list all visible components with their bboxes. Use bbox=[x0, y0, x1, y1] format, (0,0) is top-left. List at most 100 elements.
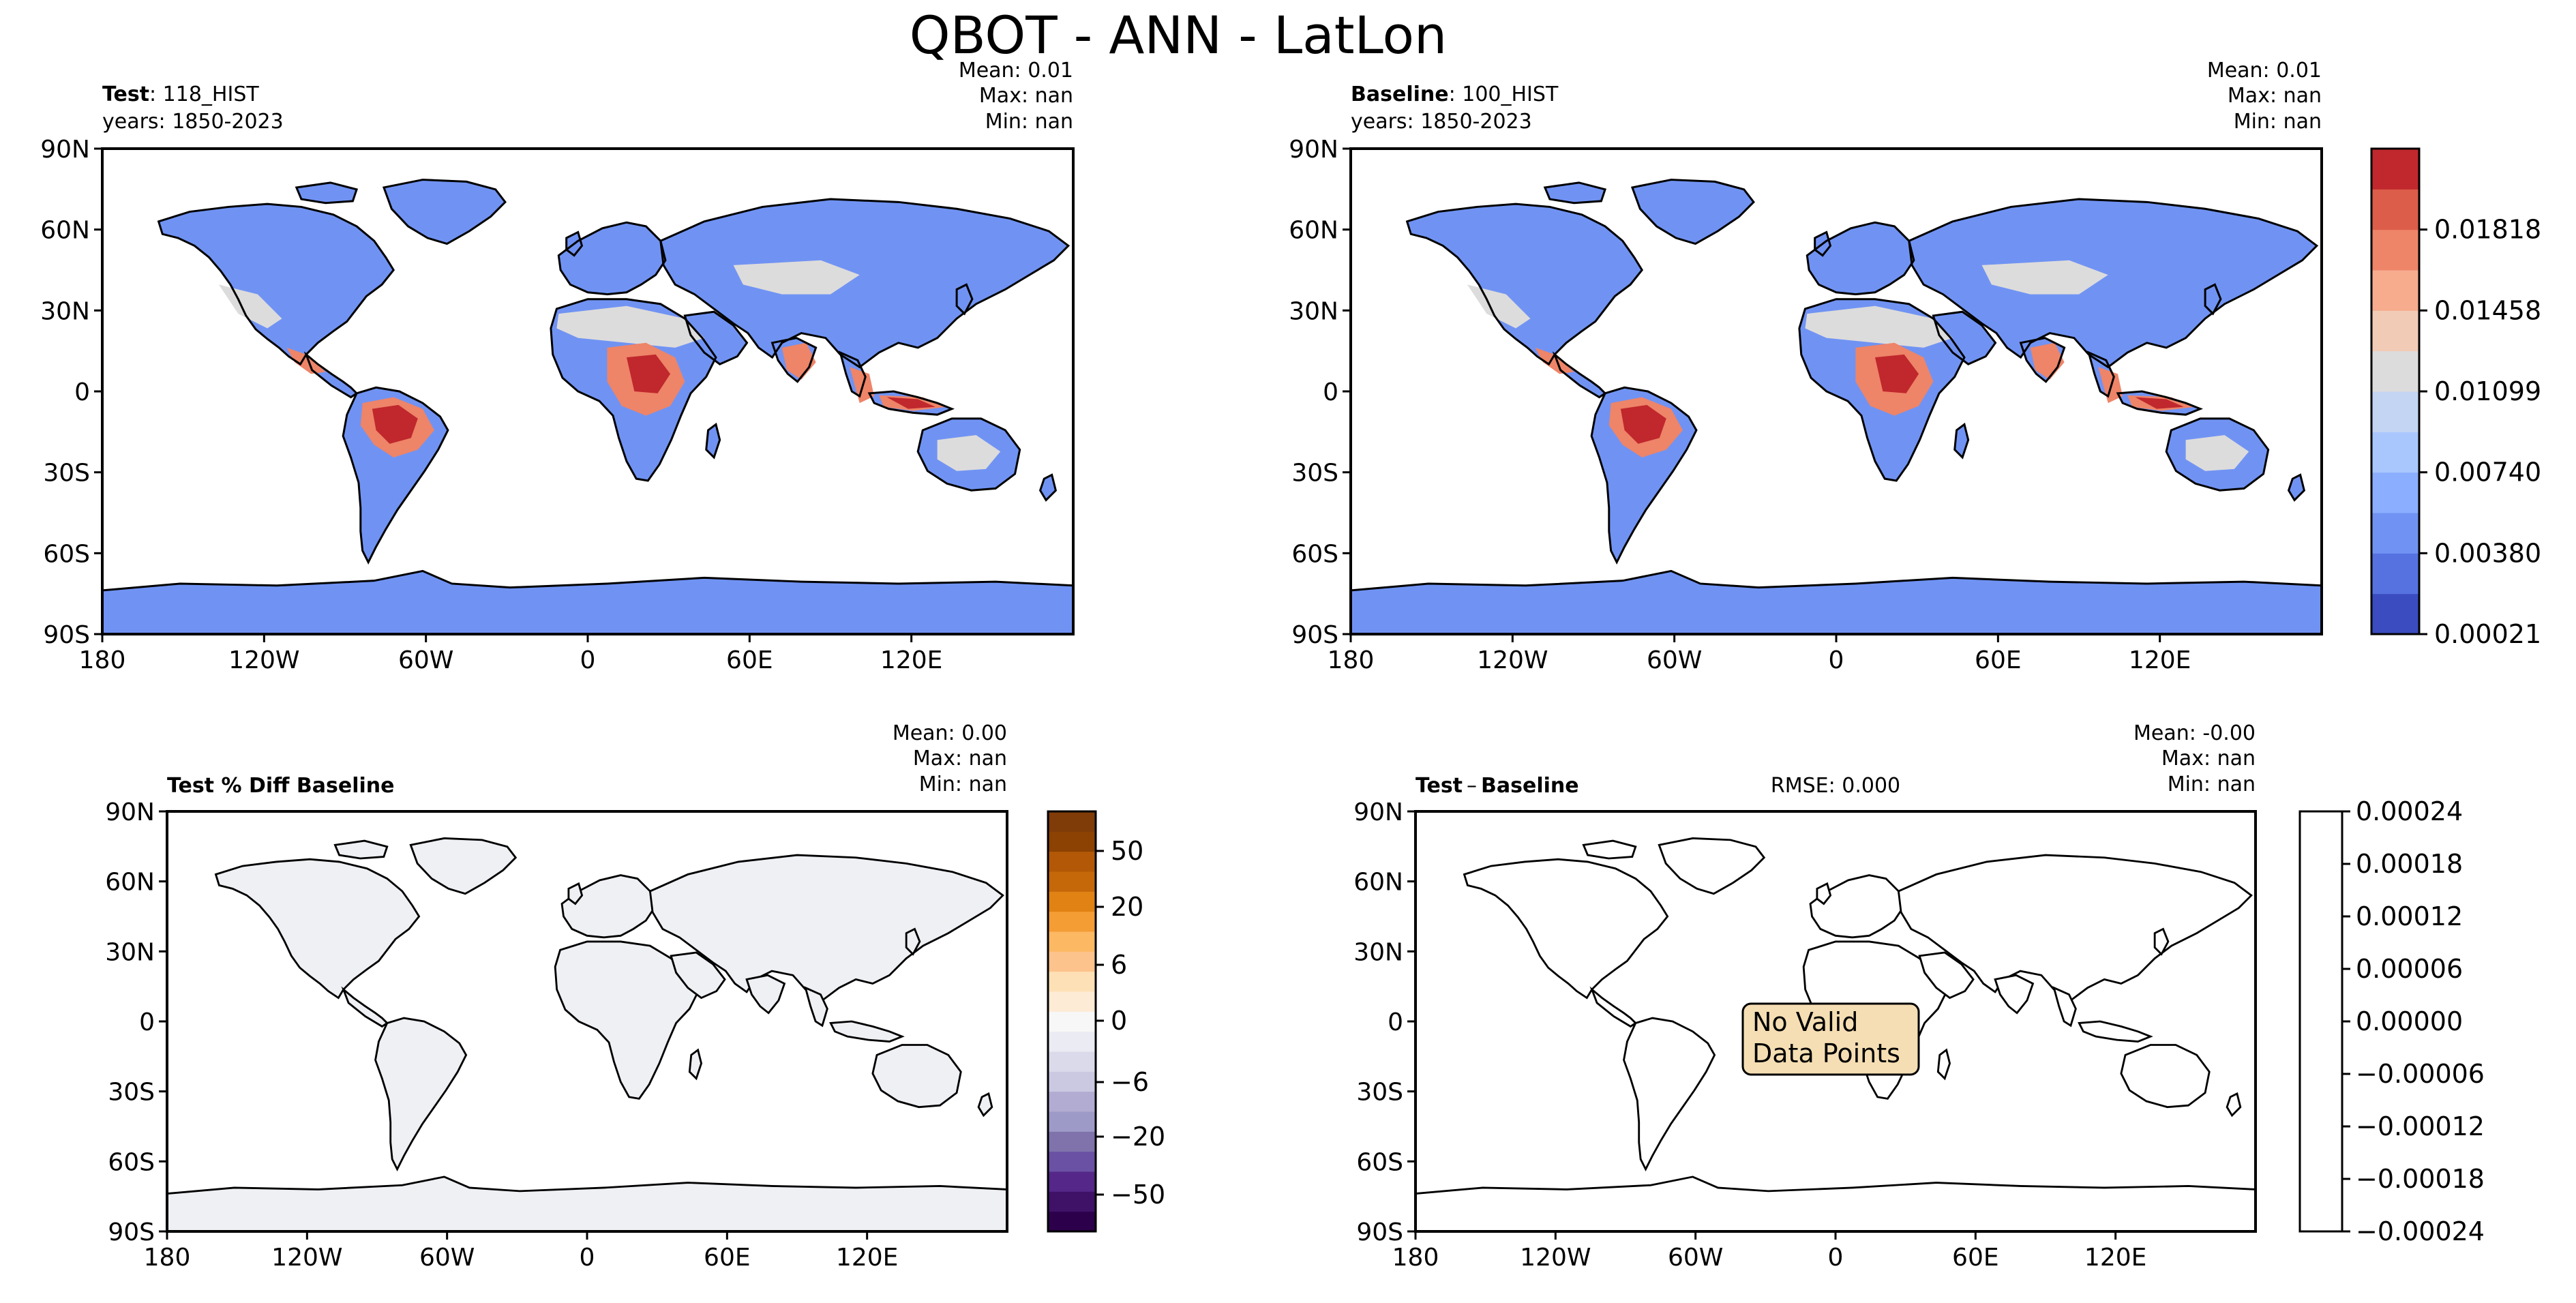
colorbar-tick-label: 0.00740 bbox=[2434, 458, 2541, 488]
colorbar-swatch bbox=[1048, 811, 1096, 832]
y-tick-label: 90N bbox=[105, 798, 155, 826]
x-tick-label: 60E bbox=[1952, 1244, 1999, 1272]
colorbar-tick-label: 0.01099 bbox=[2434, 376, 2541, 406]
y-tick-label: 30N bbox=[1353, 938, 1403, 966]
test-min: Min: nan bbox=[985, 110, 1073, 134]
colorbar-swatch bbox=[1048, 991, 1096, 1012]
x-tick-label: 0 bbox=[1828, 1244, 1844, 1272]
colorbar-tick-label: 0.00000 bbox=[2356, 1006, 2463, 1036]
colorbar-swatch bbox=[1048, 831, 1096, 852]
colorbar-swatch bbox=[2371, 593, 2419, 635]
baseline-years: years: 1850-2023 bbox=[1351, 110, 1532, 134]
colorbar-swatch bbox=[2371, 270, 2419, 311]
colorbar-swatch bbox=[2371, 350, 2419, 392]
diff-max: Max: nan bbox=[2161, 747, 2256, 770]
colorbar-swatch bbox=[1048, 1111, 1096, 1132]
colorbar-swatch bbox=[1048, 871, 1096, 892]
y-tick-label: 90S bbox=[43, 621, 90, 649]
colorbar-swatch bbox=[2371, 432, 2419, 473]
panel-test: Test: 118_HIST years: 1850-2023 Mean: 0.… bbox=[40, 59, 1075, 674]
diff-colorbar: −0.00024 −0.00018 −0.00012 −0.00006 0.00000 0… bbox=[2298, 796, 2485, 1246]
x-tick-label: 120W bbox=[271, 1244, 342, 1272]
colorbar-swatch bbox=[1048, 1071, 1096, 1092]
colorbar-swatch bbox=[1048, 971, 1096, 992]
pctdiff-colorbar: −50 −20 −6 0 6 20 50 bbox=[1047, 810, 1165, 1233]
colorbar-swatch bbox=[2371, 149, 2419, 190]
x-tick-label: 120E bbox=[2084, 1244, 2146, 1272]
diff-mean: Mean: -0.00 bbox=[2133, 721, 2256, 745]
x-tick-label: 0 bbox=[580, 646, 596, 674]
colorbar-tick-label: −50 bbox=[1111, 1180, 1165, 1210]
y-tick-label: 60S bbox=[43, 540, 90, 568]
x-tick-label: 60W bbox=[1668, 1244, 1723, 1272]
colorbar-tick-label: 50 bbox=[1111, 836, 1143, 866]
pctdiff-min: Min: nan bbox=[919, 773, 1007, 796]
colorbar-swatch bbox=[1048, 951, 1096, 972]
colorbar-swatch bbox=[1048, 1031, 1096, 1052]
y-tick-label: 90S bbox=[108, 1218, 155, 1246]
y-tick-label: 30N bbox=[105, 938, 155, 966]
pctdiff-map bbox=[167, 811, 1007, 1231]
x-tick-label: 180 bbox=[144, 1244, 191, 1272]
x-tick-label: 0 bbox=[580, 1244, 595, 1272]
colorbar-swatch bbox=[2371, 513, 2419, 554]
y-tick-label: 30S bbox=[1356, 1079, 1403, 1107]
colorbar-tick-label: −0.00024 bbox=[2356, 1216, 2485, 1246]
y-tick-label: 90S bbox=[1291, 621, 1338, 649]
colorbar-tick-label: −6 bbox=[1111, 1067, 1149, 1097]
pctdiff-label: Test % Diff Baseline bbox=[167, 774, 395, 798]
colorbar-swatch bbox=[1048, 851, 1096, 872]
x-tick-label: 120E bbox=[880, 646, 942, 674]
x-tick-label: 120W bbox=[1477, 646, 1548, 674]
y-tick-label: 0 bbox=[139, 1008, 155, 1036]
baseline-mean: Mean: 0.01 bbox=[2207, 59, 2322, 83]
colorbar-tick-label: 0.00024 bbox=[2356, 796, 2463, 826]
colorbar-swatch bbox=[2298, 810, 2343, 1233]
x-tick-label: 60E bbox=[704, 1244, 751, 1272]
y-tick-label: 90N bbox=[1289, 136, 1338, 164]
colorbar-tick-label: −0.00006 bbox=[2356, 1059, 2485, 1089]
y-tick-label: 60S bbox=[1356, 1148, 1403, 1176]
panel-pctdiff: Test % Diff Baseline Mean: 0.00 Max: nan… bbox=[105, 721, 1008, 1272]
colorbar-tick-label: −20 bbox=[1111, 1122, 1165, 1152]
test-years: years: 1850-2023 bbox=[102, 110, 284, 134]
x-tick-label: 120E bbox=[836, 1244, 898, 1272]
y-tick-label: 30S bbox=[1291, 460, 1338, 488]
x-tick-label: 0 bbox=[1829, 646, 1844, 674]
x-tick-label: 180 bbox=[1328, 646, 1375, 674]
colorbar-swatch bbox=[1048, 1011, 1096, 1032]
colorbar-tick-label: −0.00012 bbox=[2356, 1111, 2485, 1141]
x-tick-label: 120W bbox=[228, 646, 299, 674]
colorbar-tick-label: 0.00012 bbox=[2356, 901, 2463, 931]
colorbar-swatch bbox=[1048, 1051, 1096, 1072]
y-tick-label: 90S bbox=[1356, 1218, 1403, 1246]
diff-min: Min: nan bbox=[2168, 773, 2256, 796]
y-tick-label: 60N bbox=[1353, 869, 1403, 897]
no-data-line1: No Valid bbox=[1752, 1007, 1858, 1037]
colorbar-tick-label: 6 bbox=[1111, 950, 1127, 980]
colorbar-swatch bbox=[2371, 553, 2419, 595]
colorbar-swatch bbox=[2371, 310, 2419, 352]
colorbar-swatch bbox=[2371, 391, 2419, 432]
y-tick-label: 90N bbox=[40, 136, 90, 164]
y-tick-label: 60S bbox=[1291, 540, 1338, 568]
colorbar-tick-label: −0.00018 bbox=[2356, 1164, 2485, 1194]
colorbar-swatch bbox=[2371, 189, 2419, 230]
y-tick-label: 60N bbox=[40, 217, 90, 245]
pctdiff-max: Max: nan bbox=[913, 747, 1007, 770]
x-tick-label: 120W bbox=[1520, 1244, 1591, 1272]
y-tick-label: 30N bbox=[1289, 297, 1338, 325]
y-tick-label: 60N bbox=[105, 869, 155, 897]
colorbar-tick-label: 0.00018 bbox=[2356, 849, 2463, 879]
panel-baseline: Baseline: 100_HIST years: 1850-2023 Mean… bbox=[1289, 59, 2323, 674]
baseline-max: Max: nan bbox=[2228, 84, 2322, 108]
y-tick-label: 0 bbox=[1388, 1008, 1403, 1036]
panel-diff: Test – Baseline RMSE: 0.000 Mean: -0.00 Ma… bbox=[1353, 721, 2257, 1272]
x-tick-label: 60W bbox=[398, 646, 453, 674]
colorbar-tick-label: 20 bbox=[1111, 892, 1143, 922]
y-tick-label: 60S bbox=[108, 1148, 155, 1176]
no-data-note: No Valid Data Points bbox=[1741, 1002, 1920, 1076]
no-data-line2: Data Points bbox=[1752, 1038, 1900, 1068]
colorbar-tick-label: 0.01458 bbox=[2434, 295, 2541, 325]
colorbar-swatch bbox=[2371, 229, 2419, 271]
